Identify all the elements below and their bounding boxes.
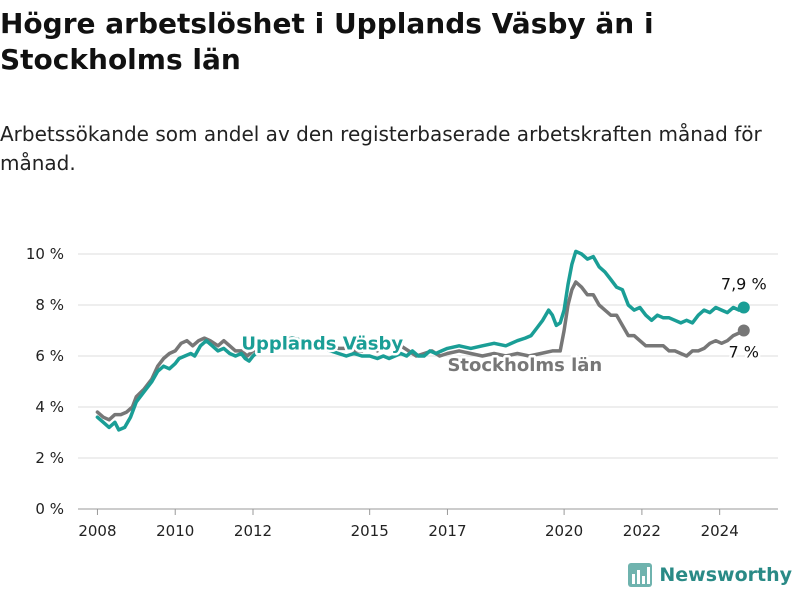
y-tick-label: 8 % [35,296,64,314]
y-tick-label: 4 % [35,398,64,416]
x-tick-label: 2010 [156,522,194,540]
brand-name: Newsworthy [659,564,792,586]
y-tick-label: 0 % [35,500,64,518]
series-label-stockholms-lan: Stockholms län [447,355,602,376]
newsworthy-logo: Newsworthy [627,562,792,588]
end-label-stockholms-lan: 7 % [729,343,759,362]
newsworthy-icon [628,563,653,587]
y-tick-label: 2 % [35,449,64,467]
x-tick-label: 2017 [428,522,466,540]
series-line-stockholms-lan [95,280,746,422]
end-label-stockholms-lan-halo: 7 % [729,343,759,362]
series-label-upplands-vasby-halo: Upplands Väsby [241,333,403,354]
end-point-stockholms-lan [737,324,750,337]
x-tick-label: 2024 [701,522,739,540]
x-tick-label: 2008 [78,522,116,540]
x-tick-label: 2015 [351,522,389,540]
series-label-upplands-vasby: Upplands Väsby [241,333,403,354]
x-tick-label: 2022 [623,522,661,540]
y-tick-label: 10 % [26,245,64,263]
grid-lines [78,253,778,510]
series-label-stockholms-lan-halo: Stockholms län [447,355,602,376]
series-line-upplands-vasby [95,249,746,432]
axes: 0 % 2 % 4 % 6 % 8 % 10 % 2008 2010 2012 2015 2017 2… [26,245,739,540]
end-label-upplands-vasby: 7,9 % [721,275,767,294]
chart-subtitle: Arbetssökande som andel av den registerb… [0,122,762,175]
series-lines [95,249,750,432]
end-label-upplands-vasby-halo: 7,9 % [721,275,767,294]
chart-title: Högre arbetslöshet i Upplands Väsby än i… [0,7,654,76]
y-tick-label: 6 % [35,347,64,365]
x-tick-label: 2020 [545,522,583,540]
end-point-upplands-vasby [737,301,750,314]
x-tick-label: 2012 [234,522,272,540]
